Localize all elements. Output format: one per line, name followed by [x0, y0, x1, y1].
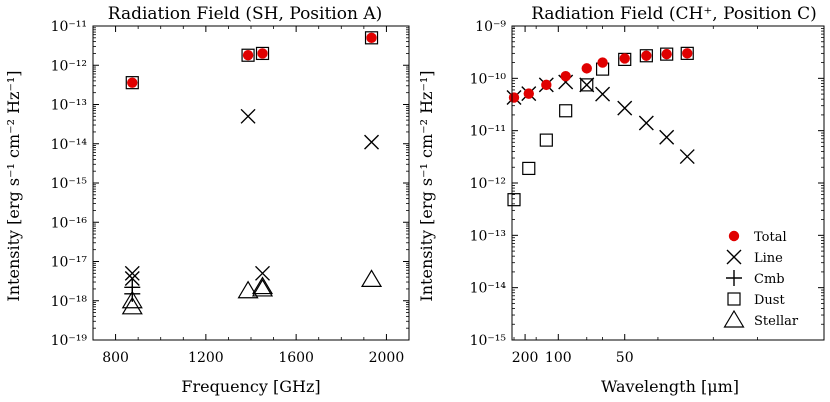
total-point: [523, 88, 534, 99]
y-tick-label: 10⁻¹²: [51, 58, 87, 74]
dust-point: [559, 104, 573, 118]
y-tick-label: 10⁻¹⁰: [470, 71, 507, 87]
dust-point: [522, 161, 536, 176]
dust-point: [639, 49, 653, 63]
x-tick-label: 2000: [369, 350, 405, 366]
line-point: [679, 149, 695, 165]
x-tick-label: 1600: [278, 350, 314, 366]
legend-label-cmb: Cmb: [754, 272, 785, 287]
panel-left: Radiation Field (SH, Position A) Frequen…: [4, 4, 410, 396]
dust-point: [507, 193, 521, 207]
total-point: [682, 48, 693, 59]
line-point: [595, 86, 611, 102]
legend-label-total: Total: [754, 230, 787, 245]
stellar-point: [360, 269, 383, 287]
left-x-axis-label: Frequency [GHz]: [181, 377, 320, 396]
line-point: [579, 77, 595, 93]
total-point: [508, 92, 520, 103]
line-point: [124, 265, 140, 281]
right-x-axis-label: Wavelength [μm]: [601, 377, 739, 396]
y-tick-label: 10⁻¹⁷: [51, 255, 88, 271]
dust-point: [241, 48, 255, 62]
y-tick-label: 10⁻¹⁶: [51, 215, 88, 231]
total-point: [597, 57, 608, 68]
y-tick-label: 10⁻¹¹: [470, 124, 506, 140]
dust-point: [125, 76, 139, 90]
line-point: [659, 129, 675, 145]
left-chart-title: Radiation Field (SH, Position A): [108, 4, 382, 24]
total-point: [619, 53, 630, 64]
legend: Total Line Cmb Dust Stellar: [723, 230, 799, 329]
legend-marker-cmb: [726, 270, 742, 286]
y-tick-label: 10⁻¹⁹: [51, 333, 88, 349]
panel-right: Radiation Field (CH⁺, Position C) Wavele…: [417, 4, 825, 396]
y-tick-label: 10⁻¹⁵: [470, 333, 507, 349]
y-tick-label: 10⁻¹²: [470, 176, 506, 192]
y-tick-label: 10⁻¹⁵: [51, 176, 88, 192]
line-point: [617, 100, 633, 116]
dust-point: [539, 133, 553, 147]
legend-label-line: Line: [754, 251, 783, 266]
stellar-point: [251, 278, 274, 297]
right-chart-title: Radiation Field (CH⁺, Position C): [531, 4, 817, 24]
right-plot-frame: [511, 25, 825, 341]
total-point: [541, 79, 552, 91]
y-tick-label: 10⁻¹³: [470, 228, 506, 244]
dust-point: [255, 46, 270, 61]
legend-marker-total: [728, 230, 740, 242]
x-tick-label: 100: [545, 350, 572, 366]
dust-point: [364, 31, 379, 45]
total-point: [242, 50, 254, 61]
left-y-axis-label: Intensity [erg s⁻¹ cm⁻² Hz⁻¹]: [4, 70, 23, 301]
total-point: [127, 77, 138, 88]
legend-marker-line: [726, 249, 742, 265]
y-tick-label: 10⁻¹⁴: [470, 281, 507, 297]
total-point: [661, 48, 672, 60]
dust-point: [580, 78, 594, 92]
total-point: [366, 32, 377, 44]
line-point: [638, 115, 654, 131]
dust-point: [660, 47, 674, 61]
stellar-point: [251, 276, 274, 295]
legend-marker-stellar: [723, 309, 745, 328]
right-data-points: [506, 46, 695, 207]
y-tick-label: 10⁻⁹: [475, 19, 506, 35]
stellar-point: [121, 296, 143, 315]
line-point: [255, 265, 271, 281]
y-tick-label: 10⁻¹³: [51, 98, 87, 114]
line-point: [124, 270, 140, 286]
y-tick-label: 10⁻¹⁴: [51, 137, 88, 153]
x-tick-label: 200: [512, 350, 539, 366]
total-point: [560, 70, 571, 82]
left-ticks: 10⁻¹⁹ 10⁻¹⁸ 10⁻¹⁷ 10⁻¹⁶ 10⁻¹⁵ 10⁻¹⁴ 10⁻¹³ 10⁻¹²…: [51, 19, 409, 366]
cmb-point: [124, 285, 141, 302]
total-point: [257, 48, 268, 59]
stellar-point: [121, 290, 143, 309]
dust-point: [680, 46, 694, 60]
legend-label-dust: Dust: [754, 293, 785, 308]
left-plot-frame: [92, 25, 410, 341]
stellar-point: [237, 280, 259, 299]
legend-label-stellar: Stellar: [754, 314, 799, 329]
x-tick-label: 1200: [188, 350, 224, 366]
y-tick-label: 10⁻¹¹: [51, 19, 87, 35]
y-tick-label: 10⁻¹⁸: [51, 294, 88, 310]
x-tick-label: 50: [616, 350, 634, 366]
line-point: [364, 134, 380, 150]
legend-marker-dust: [727, 292, 741, 306]
left-data-points: [121, 31, 383, 315]
right-y-axis-label: Intensity [erg s⁻¹ cm⁻² Hz⁻¹]: [417, 70, 436, 301]
total-point: [581, 63, 592, 74]
x-tick-label: 800: [102, 350, 129, 366]
total-point: [641, 50, 652, 61]
line-point: [240, 108, 256, 124]
